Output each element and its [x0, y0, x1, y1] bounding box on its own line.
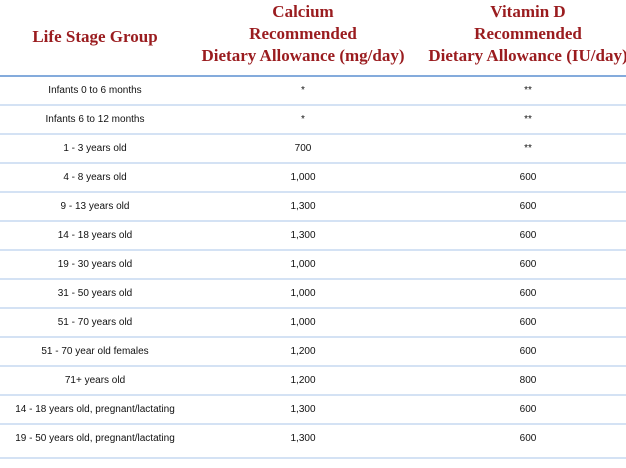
table-cell: 1,300	[290, 201, 315, 212]
table-cell: 600	[520, 230, 537, 241]
column-header: Life Stage Group	[32, 27, 157, 46]
table-cell: 51 - 70 years old	[58, 317, 133, 328]
table-cell: **	[524, 114, 532, 125]
table-cell: Infants 0 to 6 months	[48, 85, 141, 96]
table-cell: 1,300	[290, 404, 315, 415]
table-cell: **	[524, 85, 532, 96]
table-cell: **	[524, 143, 532, 154]
table-cell: 600	[520, 288, 537, 299]
table-cell: 600	[520, 346, 537, 357]
table-cell: 19 - 30 years old	[58, 259, 133, 270]
table-cell: 1,000	[290, 259, 315, 270]
table-cell: 700	[295, 143, 312, 154]
table-cell: 600	[520, 317, 537, 328]
table-cell: 14 - 18 years old, pregnant/lactating	[15, 404, 175, 415]
table-cell: 71+ years old	[65, 375, 125, 386]
table-cell: 1,200	[290, 346, 315, 357]
column-header: Vitamin D	[490, 2, 565, 21]
table-cell: 19 - 50 years old, pregnant/lactating	[15, 433, 175, 444]
table-cell: 600	[520, 259, 537, 270]
column-header: Dietary Allowance (mg/day)	[201, 46, 404, 65]
table-cell: 1,300	[290, 433, 315, 444]
table-cell: 1,300	[290, 230, 315, 241]
column-header: Dietary Allowance (IU/day)	[428, 46, 626, 65]
table-cell: 1,000	[290, 317, 315, 328]
column-header: Calcium	[272, 2, 333, 21]
table-cell: 4 - 8 years old	[63, 172, 126, 183]
column-header: Recommended	[474, 24, 582, 43]
table-cell: 51 - 70 year old females	[41, 346, 148, 357]
table-cell: 1,200	[290, 375, 315, 386]
column-header: Recommended	[249, 24, 357, 43]
table-cell: 600	[520, 433, 537, 444]
table-cell: 1 - 3 years old	[63, 143, 126, 154]
table-cell: 800	[520, 375, 537, 386]
table-cell: 9 - 13 years old	[61, 201, 130, 212]
table-cell: *	[301, 85, 305, 96]
table-cell: 600	[520, 404, 537, 415]
table-cell: Infants 6 to 12 months	[46, 114, 145, 125]
table-cell: 1,000	[290, 172, 315, 183]
table-cell: 600	[520, 172, 537, 183]
table-cell: 31 - 50 years old	[58, 288, 133, 299]
table-cell: *	[301, 114, 305, 125]
table-cell: 14 - 18 years old	[58, 230, 133, 241]
table-cell: 600	[520, 201, 537, 212]
table-cell: 1,000	[290, 288, 315, 299]
